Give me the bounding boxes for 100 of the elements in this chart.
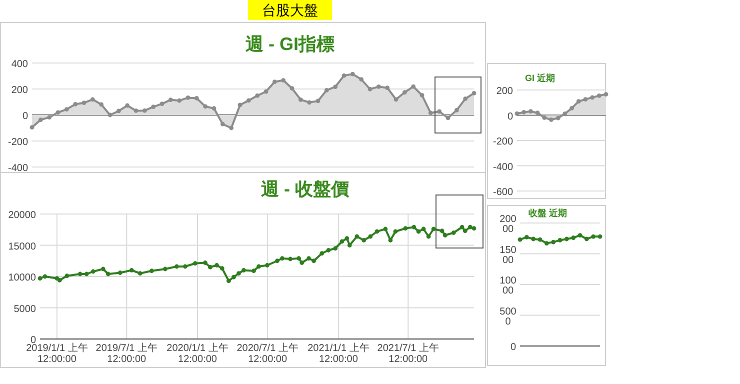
point xyxy=(99,102,104,107)
point xyxy=(394,97,398,102)
point xyxy=(290,86,294,91)
header-cell: 台股大盤 xyxy=(248,0,332,20)
y-tick-label: 15000 xyxy=(8,241,36,252)
point xyxy=(385,86,390,90)
chart-title: 週 - GI指標 xyxy=(244,34,334,54)
y-tick-label: -400 xyxy=(492,162,514,173)
point xyxy=(151,104,156,110)
point xyxy=(558,238,562,242)
point xyxy=(186,96,190,100)
y-tick-label: 200 xyxy=(496,86,514,97)
point xyxy=(596,93,602,98)
point xyxy=(528,109,533,114)
chart-title: GI 近期 xyxy=(524,73,556,83)
y-tick-label: 200 xyxy=(11,85,28,96)
point xyxy=(38,118,43,122)
point xyxy=(64,107,69,112)
point xyxy=(203,104,208,109)
point xyxy=(463,96,468,101)
point xyxy=(246,98,251,103)
point xyxy=(598,234,602,239)
point xyxy=(212,106,216,111)
point xyxy=(584,236,589,242)
point xyxy=(578,233,582,238)
point xyxy=(359,77,364,82)
y-tick-label: 500 0 xyxy=(500,306,517,328)
point xyxy=(238,102,242,108)
point xyxy=(538,237,542,242)
y-tick-label: 200 00 xyxy=(500,214,517,235)
y-tick-label: 5000 xyxy=(14,304,36,315)
point xyxy=(535,110,540,116)
point xyxy=(518,237,522,242)
point xyxy=(264,89,268,94)
point xyxy=(333,84,338,89)
y-tick-label: 20000 xyxy=(8,210,36,221)
point xyxy=(590,95,595,100)
y-tick-label: -600 xyxy=(492,187,514,198)
y-tick-label: 100 00 xyxy=(500,276,517,296)
point xyxy=(125,103,130,108)
y-tick-label: 0 xyxy=(510,342,516,353)
x-tick-label: 2020/7/1 上午 12:00:00 xyxy=(236,342,298,365)
point xyxy=(281,78,286,82)
point xyxy=(564,236,569,242)
point xyxy=(411,84,416,89)
point xyxy=(549,117,554,122)
point xyxy=(454,108,459,112)
point xyxy=(524,234,529,240)
x-tick-label: 2019/7/1 上午 12:00:00 xyxy=(96,342,158,365)
point xyxy=(324,88,329,92)
point xyxy=(544,241,549,246)
point xyxy=(556,116,560,120)
point xyxy=(350,72,355,76)
point xyxy=(194,96,199,100)
point xyxy=(342,73,346,78)
point xyxy=(562,112,568,116)
point xyxy=(56,110,60,115)
chart-title: 收盤 近期 xyxy=(528,208,568,218)
point xyxy=(298,97,303,102)
y-tick-label: 10000 xyxy=(8,272,36,284)
x-tick-label: 2019/1/1 上午 12:00:00 xyxy=(26,342,88,365)
y-tick-label: -200 xyxy=(8,137,28,148)
point xyxy=(108,112,112,118)
point xyxy=(437,109,442,114)
y-tick-label: 0 xyxy=(507,111,514,122)
point xyxy=(160,102,164,106)
point xyxy=(583,97,588,102)
point xyxy=(576,99,581,104)
y-tick-label: 0 xyxy=(22,111,28,122)
point xyxy=(47,115,52,120)
y-tick-label: -200 xyxy=(492,136,514,148)
point xyxy=(571,236,576,240)
point xyxy=(420,93,424,98)
y-tick-label: 150 00 xyxy=(500,244,517,266)
point xyxy=(604,92,608,96)
point xyxy=(177,98,182,103)
point xyxy=(570,106,574,110)
point xyxy=(307,100,312,105)
point xyxy=(229,126,234,130)
x-tick-label: 2021/7/1 上午 12:00:00 xyxy=(377,342,440,365)
point xyxy=(220,122,225,126)
point xyxy=(542,115,547,120)
point xyxy=(428,110,433,116)
point xyxy=(522,110,526,114)
point xyxy=(551,240,556,244)
y-tick-label: -400 xyxy=(8,163,28,174)
point xyxy=(73,102,78,106)
point xyxy=(142,108,147,113)
point xyxy=(116,108,121,114)
point xyxy=(82,100,86,105)
x-tick-label: 2021/1/1 上午 12:00:00 xyxy=(308,342,370,365)
point xyxy=(134,108,138,113)
point xyxy=(514,111,520,116)
point xyxy=(472,90,476,96)
chart-title: 週 - 收盤價 xyxy=(260,179,350,199)
point xyxy=(376,84,381,89)
y-tick-label: 400 xyxy=(11,59,28,70)
point xyxy=(402,90,407,95)
point xyxy=(316,98,320,104)
point xyxy=(168,98,173,102)
